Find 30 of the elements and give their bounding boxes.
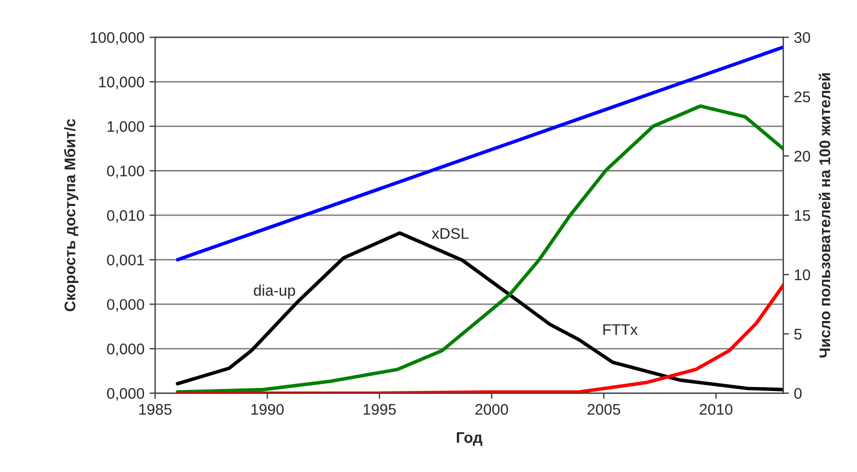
line-series (176, 104, 784, 394)
line-series (176, 283, 784, 394)
y-tick-label: 0,100 (107, 166, 144, 178)
x-tick-label: 2000 (475, 404, 508, 415)
y-tick-label: 0,001 (107, 254, 144, 268)
y-tick-label: 0,000 (107, 388, 144, 401)
y-tick-label: 0,000 (107, 299, 144, 312)
y-tick-label: 0,010 (107, 210, 144, 223)
annotation: FTTx (603, 324, 638, 335)
y2-tick-label: 10 (794, 269, 810, 280)
y2-tick-label: 25 (794, 91, 810, 102)
y2-tick-label: 0 (794, 388, 802, 399)
y-tick-label: 1,000 (108, 121, 144, 134)
x-axis-title: Год (456, 432, 482, 446)
x-tick-label: 2010 (700, 404, 732, 415)
y-tick-label: 100,000 (90, 32, 144, 45)
x-tick-label: 1990 (251, 404, 284, 415)
y2-tick-label: 15 (794, 210, 810, 221)
y2-tick-label: 5 (794, 328, 802, 340)
x-tick-label: 1995 (364, 404, 396, 415)
y-tick-label: 0,000 (107, 344, 144, 356)
y2-axis-title: Число пользователей на 100 жителей (818, 73, 830, 358)
y-tick-label: 10,000 (99, 76, 144, 90)
y2-tick-label: 20 (794, 150, 810, 162)
y2-tick-label: 30 (794, 32, 810, 43)
x-tick-label: 1985 (139, 404, 172, 415)
annotation: dia-up (254, 284, 296, 299)
x-tick-label: 2005 (588, 404, 620, 415)
y-axis-title: Скорость доступа Мбит/с (64, 119, 78, 312)
annotation: xDSL (432, 228, 469, 239)
